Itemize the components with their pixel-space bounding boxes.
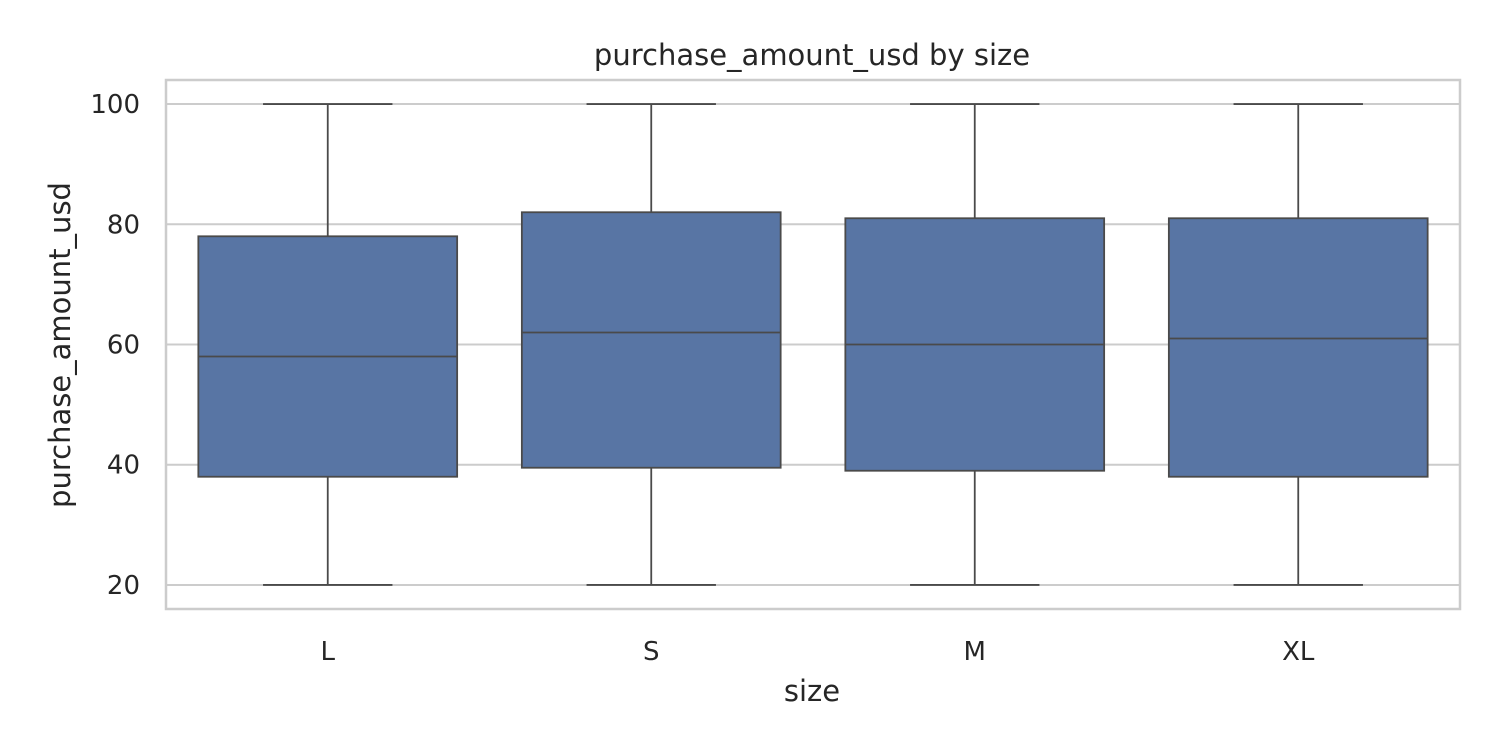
box-s bbox=[520, 103, 782, 586]
y-tick-label: 100 bbox=[90, 90, 140, 120]
x-tick-label-l: L bbox=[321, 637, 336, 667]
y-tick-label: 20 bbox=[107, 571, 140, 601]
y-tick-label: 40 bbox=[107, 451, 140, 481]
iqr-box bbox=[520, 211, 782, 469]
x-tick-labels: L S M XL bbox=[321, 637, 1315, 667]
chart-title: purchase_amount_usd by size bbox=[594, 38, 1030, 72]
box-l bbox=[197, 103, 459, 586]
iqr-box bbox=[1167, 217, 1429, 478]
x-tick-label-s: S bbox=[643, 637, 660, 667]
x-tick-label-xl: XL bbox=[1282, 637, 1315, 667]
plot-frame bbox=[164, 78, 1462, 611]
x-tick-label-m: M bbox=[964, 637, 986, 667]
x-axis-label: size bbox=[784, 674, 840, 708]
y-axis-label: purchase_amount_usd bbox=[43, 182, 77, 508]
y-tick-label: 80 bbox=[107, 210, 140, 240]
box-xl bbox=[1167, 103, 1429, 586]
boxes bbox=[197, 103, 1429, 586]
y-tick-label: 60 bbox=[107, 331, 140, 361]
box-m bbox=[844, 103, 1106, 586]
y-tick-labels: 20 40 60 80 100 bbox=[90, 90, 140, 601]
